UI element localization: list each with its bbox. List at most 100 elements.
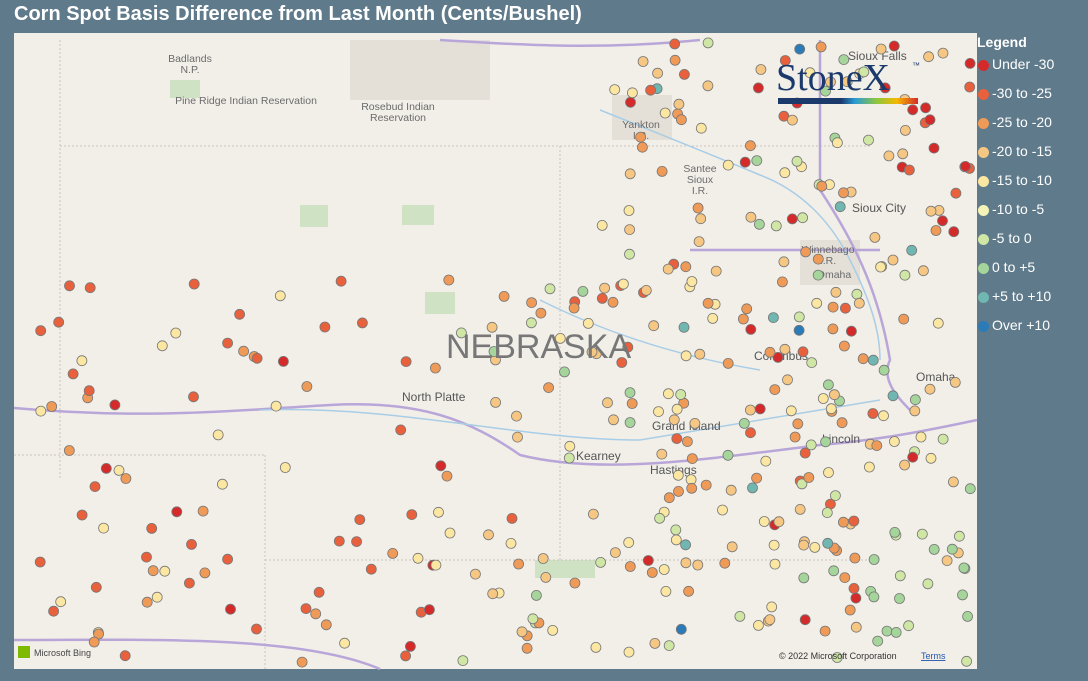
location-dot[interactable] <box>608 414 619 426</box>
location-dot[interactable] <box>64 280 75 292</box>
legend-item[interactable]: -5 to 0 <box>977 230 1054 259</box>
location-dot[interactable] <box>406 509 418 520</box>
location-dot[interactable] <box>827 323 839 335</box>
location-dot[interactable] <box>279 462 291 473</box>
location-dot[interactable] <box>745 211 757 223</box>
location-dot[interactable] <box>648 320 660 332</box>
location-dot[interactable] <box>564 440 576 452</box>
location-dot[interactable] <box>34 556 46 568</box>
location-dot[interactable] <box>234 308 246 320</box>
location-dot[interactable] <box>512 431 523 443</box>
location-dot[interactable] <box>815 41 827 53</box>
location-dot[interactable] <box>590 642 602 653</box>
location-dot[interactable] <box>653 406 664 418</box>
location-dot[interactable] <box>694 348 706 360</box>
location-dot[interactable] <box>803 472 815 483</box>
location-dot[interactable] <box>624 248 635 260</box>
location-dot[interactable] <box>486 321 498 333</box>
location-dot[interactable] <box>48 605 59 617</box>
location-dot[interactable] <box>828 565 840 577</box>
location-dot[interactable] <box>799 447 811 459</box>
location-dot[interactable] <box>751 472 762 484</box>
location-dot[interactable] <box>751 155 763 167</box>
location-dot[interactable] <box>663 388 674 400</box>
location-dot[interactable] <box>488 346 500 357</box>
location-dot[interactable] <box>839 572 851 583</box>
location-dot[interactable] <box>141 596 153 608</box>
location-dot[interactable] <box>903 620 914 632</box>
location-dot[interactable] <box>568 302 580 314</box>
legend-item[interactable]: +5 to +10 <box>977 288 1054 317</box>
location-dot[interactable] <box>946 543 958 555</box>
location-dot[interactable] <box>875 261 886 273</box>
location-dot[interactable] <box>443 274 455 286</box>
location-dot[interactable] <box>923 51 934 63</box>
location-dot[interactable] <box>719 557 731 569</box>
legend-item[interactable]: -25 to -20 <box>977 114 1054 143</box>
location-dot[interactable] <box>216 478 228 490</box>
location-dot[interactable] <box>811 297 823 309</box>
location-dot[interactable] <box>844 604 856 616</box>
location-dot[interactable] <box>656 165 668 177</box>
location-dot[interactable] <box>738 313 749 325</box>
location-dot[interactable] <box>949 376 961 388</box>
location-dot[interactable] <box>829 389 840 401</box>
location-dot[interactable] <box>313 586 325 598</box>
location-dot[interactable] <box>875 43 887 55</box>
location-dot[interactable] <box>646 567 658 578</box>
location-dot[interactable] <box>794 43 806 55</box>
location-dot[interactable] <box>782 374 793 386</box>
location-dot[interactable] <box>35 405 47 417</box>
location-dot[interactable] <box>768 539 780 551</box>
location-dot[interactable] <box>819 625 831 637</box>
location-dot[interactable] <box>806 357 818 369</box>
location-dot[interactable] <box>35 325 47 337</box>
location-dot[interactable] <box>222 337 234 349</box>
location-dot[interactable] <box>779 55 791 66</box>
location-dot[interactable] <box>753 82 764 94</box>
location-dot[interactable] <box>747 482 758 494</box>
location-dot[interactable] <box>797 346 809 358</box>
location-dot[interactable] <box>883 150 895 162</box>
legend-item[interactable]: -20 to -15 <box>977 143 1054 172</box>
location-dot[interactable] <box>920 102 931 114</box>
location-dot[interactable] <box>779 343 791 355</box>
location-dot[interactable] <box>680 557 692 569</box>
location-dot[interactable] <box>563 452 575 464</box>
location-dot[interactable] <box>745 404 756 416</box>
location-dot[interactable] <box>120 473 132 484</box>
location-dot[interactable] <box>793 311 805 323</box>
location-dot[interactable] <box>506 513 518 524</box>
location-dot[interactable] <box>798 572 810 584</box>
location-dot[interactable] <box>662 263 674 275</box>
location-dot[interactable] <box>848 583 860 594</box>
location-dot[interactable] <box>916 528 928 540</box>
location-dot[interactable] <box>444 527 456 539</box>
location-dot[interactable] <box>764 614 776 625</box>
location-dot[interactable] <box>839 340 850 352</box>
location-dot[interactable] <box>960 160 971 172</box>
location-dot[interactable] <box>745 427 756 439</box>
location-dot[interactable] <box>695 213 707 225</box>
location-dot[interactable] <box>702 37 714 49</box>
location-dot[interactable] <box>707 312 719 324</box>
location-dot[interactable] <box>789 431 801 443</box>
location-dot[interactable] <box>686 276 698 287</box>
location-dot[interactable] <box>607 296 619 308</box>
location-dot[interactable] <box>823 467 834 478</box>
location-dot[interactable] <box>238 345 250 357</box>
location-dot[interactable] <box>904 164 915 176</box>
location-dot[interactable] <box>537 553 549 564</box>
location-dot[interactable] <box>680 261 692 273</box>
location-dot[interactable] <box>838 187 849 199</box>
location-dot[interactable] <box>869 231 881 243</box>
location-dot[interactable] <box>867 408 879 419</box>
location-dot[interactable] <box>898 313 910 325</box>
location-dot[interactable] <box>793 324 805 336</box>
location-dot[interactable] <box>435 460 447 472</box>
location-dot[interactable] <box>918 265 929 277</box>
location-dot[interactable] <box>672 469 684 481</box>
location-dot[interactable] <box>821 507 833 518</box>
location-dot[interactable] <box>899 459 910 471</box>
location-dot[interactable] <box>925 205 937 217</box>
